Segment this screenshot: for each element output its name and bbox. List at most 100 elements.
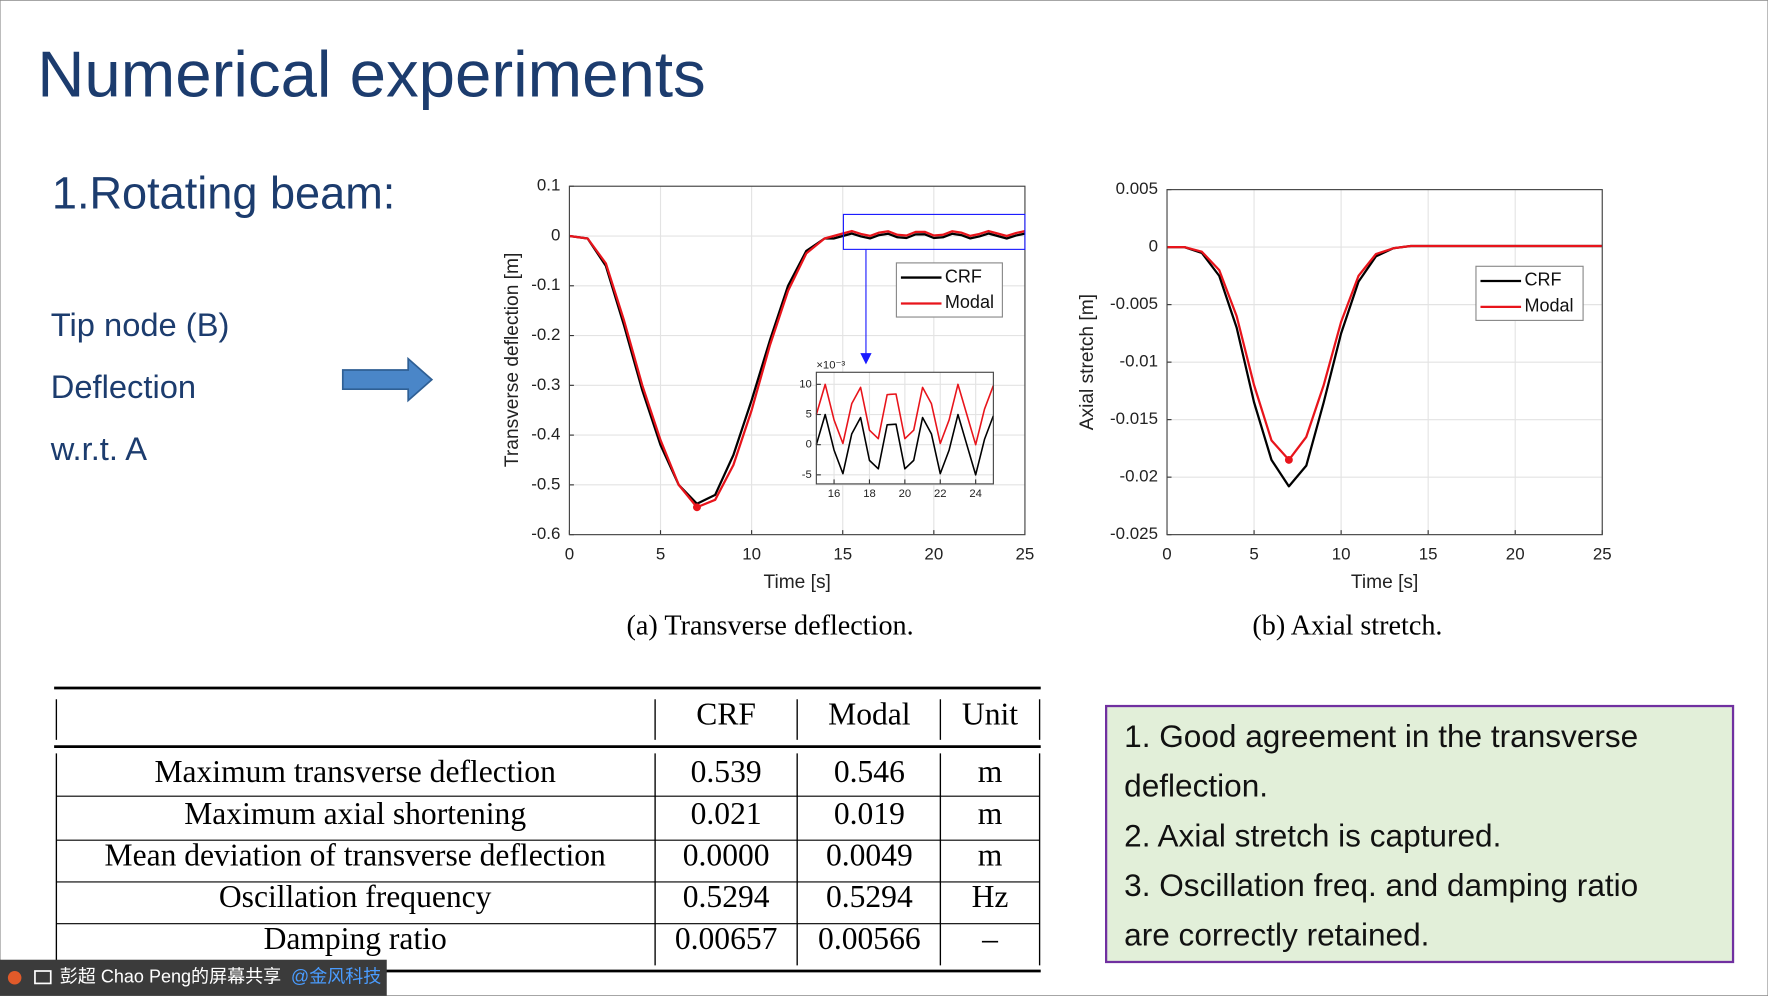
table-cell: 0.021	[691, 796, 762, 831]
y-tick-label: 5	[806, 408, 812, 420]
table-cell: 0.019	[834, 796, 905, 831]
series-line	[569, 229, 1026, 509]
table-cell: 0.546	[834, 754, 905, 789]
notes-box	[1105, 704, 1735, 964]
y-tick-label: -5	[802, 469, 812, 481]
x-tick-label: 22	[934, 488, 947, 500]
table-cell: m	[978, 838, 1003, 873]
table-header: Unit	[962, 697, 1018, 732]
legend-label: CRF	[1524, 270, 1561, 290]
series-line	[815, 383, 995, 446]
x-tick-label: 20	[924, 544, 943, 563]
table-cell: Maximum axial shortening	[184, 796, 526, 831]
table-cell: Maximum transverse deflection	[154, 754, 556, 789]
plot-frame	[815, 371, 994, 485]
plot-frame	[568, 185, 1026, 536]
results-table: CRF Modal Unit Maximum transverse deflectio…	[54, 686, 1041, 973]
legend-box	[895, 262, 1003, 318]
x-tick-label: 15	[833, 544, 852, 563]
y-tick-label: -0.025	[1110, 524, 1158, 543]
table-header: Modal	[828, 697, 911, 732]
table-cell: 0.5294	[826, 879, 913, 914]
x-tick-label: 0	[565, 544, 574, 563]
table-cell: m	[978, 754, 1003, 789]
y-tick-label: -0.015	[1110, 409, 1158, 428]
x-tick-label: 10	[742, 544, 761, 563]
x-tick-label: 20	[899, 488, 912, 500]
table-cell: 0.0000	[683, 838, 770, 873]
screen-icon	[34, 970, 52, 985]
note-line: deflection.	[1124, 768, 1268, 804]
x-tick-label: 16	[828, 488, 841, 500]
y-axis-label: Axial stretch [m]	[1077, 294, 1098, 430]
y-tick-label: 0.005	[1116, 179, 1158, 198]
table-cell: Damping ratio	[264, 921, 447, 956]
notes: 1. Good agreement in the transverse defle…	[1124, 718, 1638, 952]
side-label: Deflection	[51, 368, 196, 405]
x-axis-label: Time [s]	[763, 572, 830, 593]
side-label: Tip node (B)	[51, 306, 230, 343]
y-tick-label: 0.1	[537, 176, 561, 195]
legend-label: Modal	[945, 292, 994, 312]
zoom-box	[842, 213, 1026, 250]
x-tick-label: 5	[1249, 544, 1258, 563]
y-tick-label: -0.01	[1119, 352, 1158, 371]
y-tick-label: 10	[799, 378, 812, 390]
y-tick-label: -0.3	[531, 375, 560, 394]
note-line: 3. Oscillation freq. and damping ratio	[1124, 867, 1638, 903]
min-marker	[693, 503, 701, 512]
x-tick-label: 15	[1419, 544, 1438, 563]
side-label: w.r.t. A	[50, 430, 147, 467]
plot-frame	[1166, 189, 1603, 536]
y-multiplier: ×10⁻³	[816, 359, 845, 371]
table-cell: 0.539	[691, 754, 762, 789]
share-bar	[0, 959, 387, 996]
legend-label: CRF	[945, 266, 982, 286]
table-cell: 0.0049	[826, 838, 913, 873]
y-tick-label: -0.02	[1119, 467, 1158, 486]
charts: 0 5 10 15 20 25 0.1 0 -0.1 -0.2 -0.3 -0.4 -0.5 -0.6 Ti…	[502, 176, 1612, 593]
y-tick-label: 0	[551, 225, 560, 244]
x-tick-label: 25	[1593, 544, 1612, 563]
min-marker	[1284, 455, 1293, 464]
y-tick-label: -0.6	[531, 524, 560, 543]
x-tick-label: 5	[656, 544, 665, 563]
series-line	[1167, 244, 1603, 462]
figure-caption: (b) Axial stretch.	[1252, 611, 1442, 642]
x-tick-label: 25	[1016, 544, 1035, 563]
slide-title: Numerical experiments	[37, 37, 706, 110]
share-icon	[7, 971, 22, 985]
table-cell: Oscillation frequency	[219, 879, 492, 914]
x-tick-label: 0	[1162, 544, 1171, 563]
note-line: are correctly retained.	[1124, 917, 1429, 953]
x-tick-label: 24	[969, 488, 982, 500]
y-tick-label: -0.005	[1110, 294, 1158, 313]
table-cell: m	[978, 796, 1003, 831]
share-org: @金风科技	[291, 967, 381, 987]
arrow-icon	[341, 356, 434, 403]
y-axis-label: Transverse deflection [m]	[502, 253, 523, 467]
table-cell: 0.00657	[675, 921, 778, 956]
y-tick-label: 0	[806, 439, 812, 451]
zoom-arrow-head	[860, 353, 872, 365]
y-tick-label: -0.5	[531, 474, 560, 493]
legend-label: Modal	[1524, 296, 1573, 316]
note-line: 2. Axial stretch is captured.	[1124, 817, 1501, 853]
y-tick-label: -0.2	[531, 325, 560, 344]
y-tick-label: -0.4	[531, 425, 560, 444]
table-cell: 0.00566	[818, 921, 921, 956]
table-cell: 0.5294	[683, 879, 770, 914]
x-tick-label: 18	[863, 488, 876, 500]
x-tick-label: 10	[1332, 544, 1351, 563]
section-heading: 1.Rotating beam:	[52, 167, 395, 218]
series-line	[815, 413, 995, 476]
y-tick-label: 0	[1149, 237, 1158, 256]
y-tick-label: -0.1	[531, 275, 560, 294]
note-line: 1. Good agreement in the transverse	[1124, 718, 1638, 754]
table-cell: Mean deviation of transverse deflection	[105, 838, 607, 873]
table-header: CRF	[696, 697, 756, 732]
figure-caption: (a) Transverse deflection.	[627, 611, 914, 642]
share-presenter: 彭超 Chao Peng的屏幕共享	[60, 967, 281, 987]
